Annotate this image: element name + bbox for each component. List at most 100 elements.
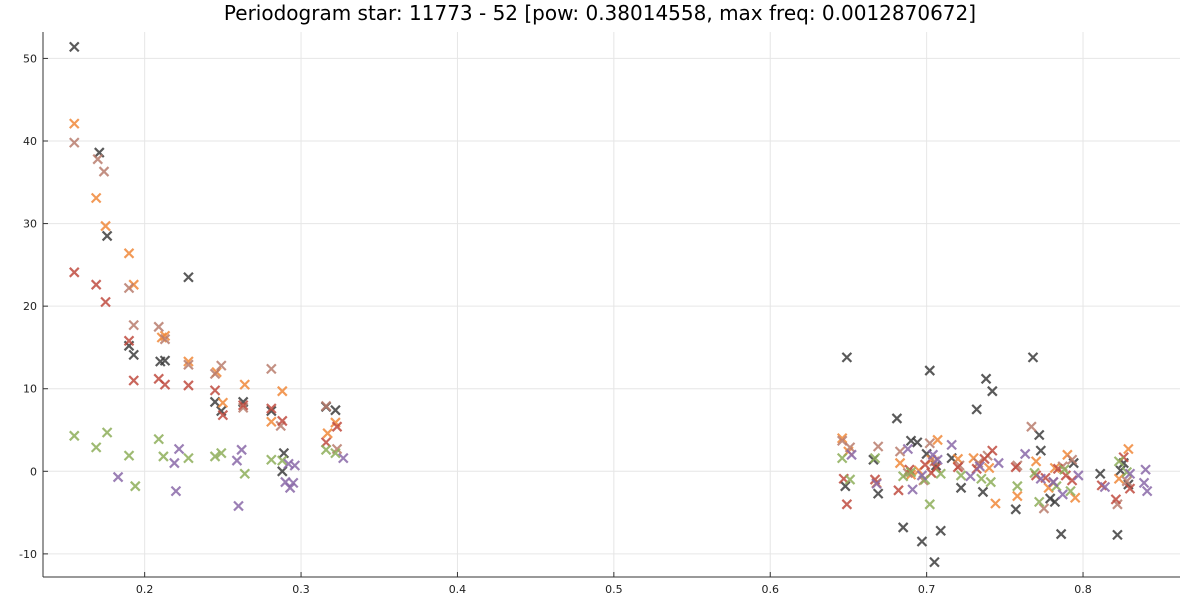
data-point-marker: [1035, 473, 1047, 485]
data-point-marker: [1124, 468, 1136, 480]
y-tick-label: -10: [19, 548, 37, 561]
data-point-marker: [330, 447, 341, 459]
data-point-marker: [987, 385, 998, 397]
grid-lines: [43, 32, 1180, 577]
data-point-marker: [209, 451, 221, 462]
data-point-marker: [331, 421, 343, 432]
data-point-marker: [266, 416, 277, 428]
data-point-marker: [1141, 485, 1153, 497]
data-point-marker: [1065, 485, 1076, 497]
data-point-marker: [129, 480, 141, 492]
data-point-marker: [322, 428, 333, 439]
data-point-marker: [983, 462, 995, 474]
data-point-marker: [183, 356, 194, 367]
data-point-marker: [100, 296, 111, 308]
data-point-marker: [69, 118, 80, 129]
data-point-marker: [1140, 464, 1151, 475]
y-tick-label: 0: [30, 465, 37, 478]
series-6: [112, 439, 1153, 512]
data-point-marker: [69, 430, 80, 442]
data-point-marker: [1073, 470, 1084, 481]
data-point-marker: [1066, 454, 1078, 466]
data-point-marker: [216, 447, 227, 459]
data-point-marker: [902, 443, 914, 455]
x-tick-label: 0.6: [761, 583, 779, 596]
data-point-marker: [841, 352, 853, 363]
data-point-marker: [891, 413, 903, 424]
data-point-marker: [266, 403, 277, 414]
data-point-marker: [173, 443, 185, 455]
data-point-marker: [217, 409, 229, 421]
data-point-marker: [277, 385, 288, 397]
data-point-marker: [159, 355, 171, 366]
data-point-marker: [1033, 496, 1045, 508]
data-point-marker: [1124, 483, 1136, 494]
data-point-marker: [841, 499, 853, 510]
data-point-marker: [1110, 494, 1122, 505]
data-point-marker: [897, 470, 909, 482]
data-point-marker: [872, 488, 884, 499]
data-point-marker: [1012, 480, 1023, 492]
data-point-marker: [100, 220, 111, 232]
data-point-marker: [971, 404, 982, 415]
data-point-marker: [123, 450, 135, 461]
data-point-marker: [1049, 496, 1061, 508]
data-point-marker: [872, 441, 884, 452]
tick-labels: 0.2 0.3 0.4 0.5 0.6 0.7 0.8 -10 0 10 20 30 40 50: [19, 52, 1092, 596]
series-4: [69, 267, 1136, 510]
data-point-marker: [987, 445, 998, 456]
data-point-marker: [153, 433, 165, 445]
data-point-marker: [955, 470, 967, 481]
data-point-marker: [955, 482, 967, 494]
data-point-marker: [90, 279, 102, 290]
series-2: [69, 118, 1134, 509]
x-tick-label: 0.5: [605, 583, 623, 596]
data-point-marker: [101, 230, 113, 242]
data-point-marker: [836, 452, 848, 464]
x-tick-label: 0.7: [918, 583, 936, 596]
series-1: [69, 41, 1134, 568]
y-tick-label: 20: [23, 300, 37, 313]
data-point-marker: [1121, 475, 1133, 487]
data-point-marker: [897, 522, 909, 533]
data-point-marker: [183, 452, 194, 464]
data-point-marker: [932, 454, 943, 466]
data-point-marker: [1113, 456, 1125, 467]
data-point-marker: [990, 498, 1001, 509]
data-point-marker: [935, 525, 946, 537]
data-point-marker: [965, 470, 976, 482]
data-point-marker: [231, 455, 243, 466]
data-point-marker: [985, 476, 997, 488]
data-point-marker: [974, 461, 986, 472]
data-point-marker: [69, 41, 80, 53]
data-point-marker: [183, 359, 194, 371]
data-point-marker: [1010, 504, 1022, 515]
data-point-marker: [976, 473, 987, 485]
data-point-marker: [907, 484, 918, 495]
data-point-marker: [153, 321, 165, 333]
data-point-marker: [239, 468, 251, 480]
data-point-marker: [128, 349, 139, 361]
data-point-marker: [159, 333, 171, 345]
data-point-marker: [217, 397, 229, 409]
data-point-marker: [128, 319, 139, 331]
data-point-marker: [233, 500, 244, 512]
data-point-marker: [237, 399, 249, 411]
data-point-marker: [993, 457, 1004, 469]
data-point-marker: [1019, 448, 1031, 460]
data-point-marker: [277, 455, 288, 466]
data-point-marker: [209, 368, 221, 380]
data-point-marker: [1030, 456, 1042, 467]
data-point-marker: [266, 454, 277, 466]
data-point-marker: [952, 461, 964, 473]
data-point-marker: [1123, 443, 1134, 455]
data-point-marker: [893, 485, 904, 496]
data-point-marker: [916, 536, 928, 547]
y-tick-label: 40: [23, 135, 37, 148]
data-point-marker: [159, 330, 171, 342]
data-point-marker: [1038, 503, 1050, 514]
data-point-marker: [287, 477, 299, 489]
data-point-marker: [1033, 429, 1045, 441]
